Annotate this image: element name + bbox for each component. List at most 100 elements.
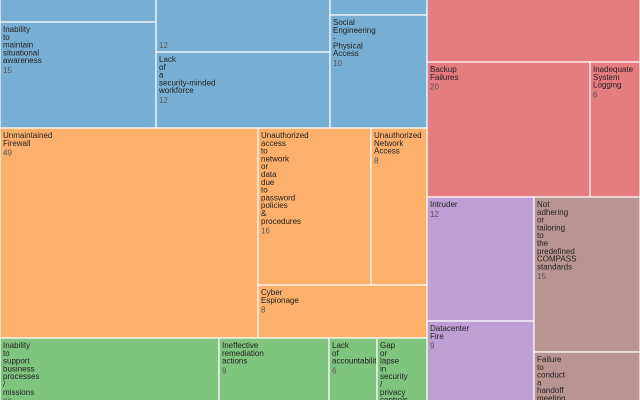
tile-b-top-right[interactable] — [329, 0, 428, 16]
tile-label-security-minded: security-minded — [159, 78, 215, 87]
tile-label-compass: or — [537, 216, 544, 225]
tile-label-social-eng: Social — [333, 18, 355, 27]
tile-label-dc-fire: Fire — [430, 332, 444, 341]
tile-rect-firewall — [0, 127, 259, 339]
tile-rect-business — [0, 337, 220, 400]
tile-label-handoff: handoff — [537, 386, 564, 395]
tile-label-business: support — [3, 357, 30, 366]
tile-compass[interactable]: NotadheringortailoringtothepredefinedCOM… — [533, 196, 640, 353]
tile-label-logging: System — [593, 73, 620, 82]
tile-value-dc-fire: 9 — [430, 342, 435, 351]
tile-label-unauth-pw: to — [261, 186, 268, 195]
tile-label-handoff: Failure — [537, 355, 562, 364]
tile-label-situational: situational — [3, 48, 39, 57]
tile-label-compass: predefined — [537, 247, 575, 256]
tile-label-dc-fire: Datacenter — [430, 324, 469, 333]
tile-label-compass: Not — [537, 200, 550, 209]
tile-label-gap: in — [380, 364, 386, 373]
tile-label-backup: Failures — [430, 73, 458, 82]
tile-label-compass: tailoring — [537, 223, 565, 232]
tile-value-remediation: 9 — [222, 366, 227, 375]
tile-label-handoff: conduct — [537, 371, 566, 380]
tile-label-accountability: accountability — [332, 357, 380, 366]
tile-label-unauth-pw: & — [261, 209, 267, 218]
tile-label-espionage: Espionage — [261, 296, 299, 305]
tile-value-intruder: 12 — [430, 210, 439, 219]
tile-label-compass: standards — [537, 262, 572, 271]
tile-rect-dc-fire — [426, 320, 535, 400]
tile-b-top-left[interactable] — [0, 0, 157, 23]
tile-value-security-minded: 12 — [159, 96, 168, 105]
tile-label-unauth-net: Network — [374, 139, 404, 148]
tile-value-logging: 6 — [593, 90, 598, 99]
tile-rect-accountability — [328, 337, 378, 400]
tile-label-security-minded: of — [159, 63, 166, 72]
tile-value-b-top-mid: 12 — [159, 41, 168, 50]
tile-label-unauth-pw: data — [261, 170, 277, 179]
tile-label-unauth-pw: network — [261, 154, 290, 163]
tile-label-unauth-pw: or — [261, 162, 268, 171]
tile-label-business: business — [3, 364, 35, 373]
tile-r-top[interactable] — [426, 0, 640, 63]
tile-label-business: Inability — [3, 341, 30, 350]
tile-label-unauth-pw: policies — [261, 201, 288, 210]
tile-b-top-mid[interactable]: 12 — [155, 0, 331, 53]
tile-label-accountability: Lack — [332, 341, 350, 350]
tile-unauth-pw[interactable]: Unauthorizedaccesstonetworkordataduetopa… — [257, 127, 372, 286]
tile-label-gap: Gap — [380, 341, 396, 350]
tile-label-unauth-pw: Unauthorized — [261, 131, 309, 140]
tile-label-unauth-pw: password — [261, 193, 295, 202]
tile-label-social-eng: Physical — [333, 41, 363, 50]
tile-rect-compass — [533, 196, 640, 353]
tile-label-unauth-net: Unauthorized — [374, 131, 422, 140]
tile-situational[interactable]: Inabilitytomaintainsituationalawareness1… — [0, 21, 157, 129]
tile-label-accountability: of — [332, 349, 339, 358]
tile-label-business: / — [3, 380, 6, 389]
tile-rect-b-top-right — [329, 0, 428, 16]
tile-label-remediation: remediation — [222, 349, 264, 358]
tile-label-security-minded: workforce — [158, 86, 194, 95]
tile-label-logging: Inadequate — [593, 65, 634, 74]
tile-rect-r-top — [426, 0, 640, 63]
tile-label-unauth-pw: procedures — [261, 217, 301, 226]
tile-value-backup: 20 — [430, 83, 439, 92]
tile-business[interactable]: Inabilitytosupportbusinessprocesses/miss… — [0, 337, 220, 400]
tile-label-business: to — [3, 349, 10, 358]
tile-label-intruder: Intruder — [430, 200, 458, 209]
tile-rect-gap — [376, 337, 428, 400]
tile-rect-b-top-mid — [155, 0, 331, 53]
tile-label-situational: awareness — [3, 56, 42, 65]
tile-label-security-minded: a — [159, 71, 164, 80]
tile-rect-remediation — [218, 337, 330, 400]
tile-label-situational: to — [3, 33, 10, 42]
tile-label-social-eng: - — [333, 34, 336, 43]
tile-label-handoff: meeting — [537, 394, 565, 400]
tile-value-firewall: 49 — [3, 149, 12, 158]
tile-label-business: missions — [3, 388, 34, 397]
tile-label-gap: controls — [380, 396, 408, 400]
tile-label-firewall: Unmaintained — [3, 131, 52, 140]
tile-rect-espionage — [257, 284, 428, 339]
tile-label-compass: COMPASS — [537, 255, 576, 264]
tile-rect-intruder — [426, 196, 535, 322]
tile-value-situational: 15 — [3, 66, 12, 75]
tile-label-logging: Logging — [593, 81, 621, 90]
tile-label-remediation: Ineffective — [222, 341, 259, 350]
tile-label-handoff: a — [537, 378, 542, 387]
tile-value-espionage: 8 — [261, 306, 266, 315]
